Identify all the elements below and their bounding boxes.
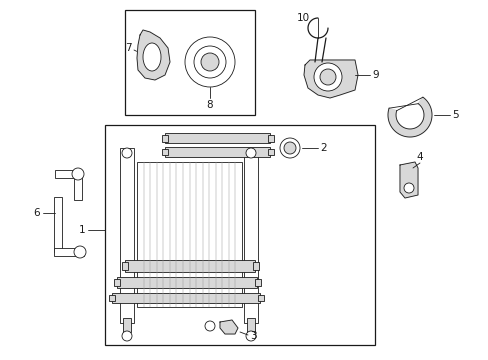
Circle shape [403, 183, 413, 193]
Text: 10: 10 [296, 13, 309, 23]
Ellipse shape [142, 43, 161, 71]
Bar [254, 279, 261, 286]
Bar [164, 133, 269, 143]
Bar [125, 10, 254, 115]
Circle shape [74, 246, 86, 258]
Circle shape [313, 63, 341, 91]
Circle shape [184, 37, 235, 87]
Text: 9: 9 [371, 70, 378, 80]
Bar [54, 248, 84, 256]
Bar [252, 262, 259, 270]
Circle shape [122, 148, 132, 158]
Bar [117, 277, 257, 288]
Bar [125, 260, 254, 272]
Circle shape [201, 53, 219, 71]
Bar [267, 135, 273, 142]
Bar [54, 197, 62, 252]
Polygon shape [137, 30, 170, 80]
Circle shape [122, 331, 132, 341]
Bar [109, 295, 115, 301]
Text: 4: 4 [415, 152, 422, 162]
Text: 2: 2 [319, 143, 326, 153]
Bar [114, 279, 120, 286]
Text: 3: 3 [249, 331, 256, 341]
Bar [74, 170, 82, 200]
Bar [258, 295, 264, 301]
Text: 1: 1 [78, 225, 85, 235]
Bar [112, 293, 260, 303]
Polygon shape [220, 320, 238, 334]
Text: 8: 8 [206, 100, 213, 110]
Circle shape [72, 168, 84, 180]
Bar [246, 318, 254, 332]
Circle shape [284, 142, 295, 154]
Text: 5: 5 [451, 110, 458, 120]
Circle shape [204, 321, 215, 331]
Polygon shape [304, 60, 357, 98]
Circle shape [194, 46, 225, 78]
Circle shape [280, 138, 299, 158]
Polygon shape [387, 97, 431, 137]
Text: 6: 6 [33, 208, 40, 218]
Bar [244, 148, 258, 323]
Bar [164, 147, 269, 157]
Bar [123, 318, 131, 332]
Bar [137, 162, 242, 307]
Text: 7: 7 [125, 43, 132, 53]
Bar [105, 125, 374, 345]
Polygon shape [399, 162, 417, 198]
Circle shape [319, 69, 335, 85]
Bar [162, 149, 168, 155]
Bar [122, 262, 128, 270]
Circle shape [245, 331, 256, 341]
Bar [162, 135, 168, 142]
Circle shape [245, 148, 256, 158]
Bar [267, 149, 273, 155]
Bar [120, 148, 134, 323]
Bar [55, 170, 77, 178]
